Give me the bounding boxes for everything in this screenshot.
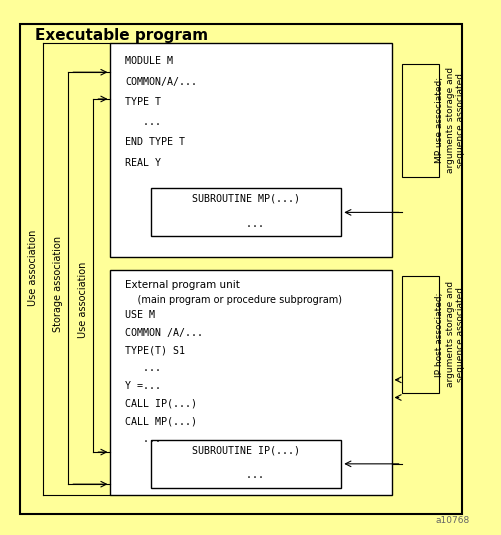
Text: CALL MP(...): CALL MP(...): [125, 416, 197, 426]
Text: USE M: USE M: [125, 310, 155, 320]
Text: (main program or procedure subprogram): (main program or procedure subprogram): [125, 295, 342, 305]
Text: Y =...: Y =...: [125, 381, 161, 391]
Text: ...: ...: [125, 363, 161, 373]
Text: a10768: a10768: [434, 516, 468, 525]
Text: Executable program: Executable program: [35, 28, 208, 43]
Text: Storage association: Storage association: [53, 235, 63, 332]
Text: Use association: Use association: [28, 230, 38, 305]
Text: ...: ...: [125, 117, 161, 127]
FancyBboxPatch shape: [110, 43, 391, 257]
FancyBboxPatch shape: [401, 276, 438, 393]
Text: ...: ...: [227, 219, 264, 229]
Text: TYPE(T) S1: TYPE(T) S1: [125, 346, 185, 356]
Text: CALL IP(...): CALL IP(...): [125, 399, 197, 409]
Text: IP host associated;
arguments storage and
sequence associated: IP host associated; arguments storage an…: [434, 281, 464, 387]
Text: SUBROUTINE IP(...): SUBROUTINE IP(...): [191, 445, 300, 455]
Text: COMMON /A/...: COMMON /A/...: [125, 328, 203, 338]
Text: TYPE T: TYPE T: [125, 97, 161, 107]
Text: MP use associated;
arguments storage and
sequence associated: MP use associated; arguments storage and…: [434, 67, 464, 173]
FancyBboxPatch shape: [110, 270, 391, 495]
Text: REAL Y: REAL Y: [125, 158, 161, 168]
FancyBboxPatch shape: [20, 24, 461, 514]
Text: ...: ...: [227, 470, 264, 480]
FancyBboxPatch shape: [401, 64, 438, 177]
Text: External program unit: External program unit: [125, 280, 240, 290]
Text: SUBROUTINE MP(...): SUBROUTINE MP(...): [191, 194, 300, 204]
Text: Use association: Use association: [78, 262, 88, 338]
FancyBboxPatch shape: [150, 188, 341, 236]
Text: END TYPE T: END TYPE T: [125, 137, 185, 148]
FancyBboxPatch shape: [150, 440, 341, 488]
Text: MODULE M: MODULE M: [125, 56, 173, 66]
Text: COMMON/A/...: COMMON/A/...: [125, 77, 197, 87]
Text: ...: ...: [125, 434, 161, 444]
